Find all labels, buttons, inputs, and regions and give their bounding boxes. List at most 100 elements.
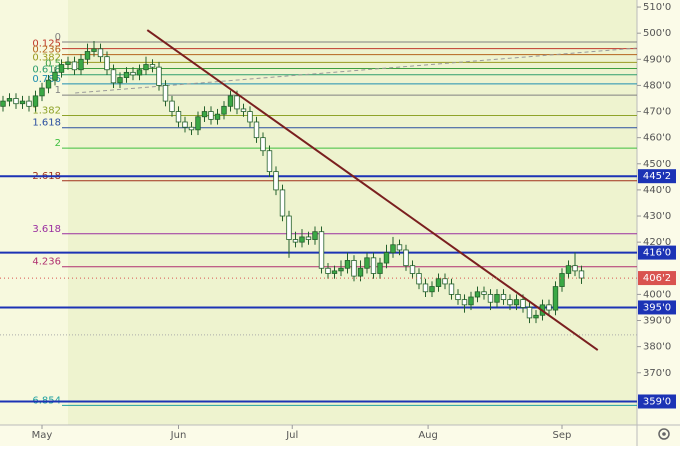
candle-body [104, 56, 110, 71]
candle-body [208, 111, 214, 120]
candle-body [500, 293, 507, 301]
price-level-tag [638, 300, 676, 315]
y-tick-label: 370'0 [643, 368, 671, 379]
fib-label: 4.236 [32, 257, 61, 268]
candle-body [533, 314, 539, 319]
candle-body [461, 299, 468, 306]
last-price-label: 406'2 [643, 273, 671, 284]
candle-body [377, 262, 383, 274]
trendline [146, 29, 599, 351]
candle-body [32, 95, 39, 107]
candle-body [123, 71, 130, 78]
candle-body [546, 304, 552, 311]
candle-body [299, 236, 305, 243]
candle-body [130, 71, 136, 76]
y-tick-label: 460'0 [643, 133, 671, 144]
candle-body [162, 85, 169, 102]
candle-body [253, 121, 260, 139]
x-tick-label: Aug [418, 430, 438, 441]
candle-body [52, 71, 58, 81]
candle-body [182, 121, 188, 128]
candle-body [552, 286, 559, 311]
dashed-line [75, 47, 637, 94]
fib-zone [68, 0, 637, 425]
candle-body [370, 257, 377, 274]
candle-body [409, 265, 416, 274]
candle-body [526, 307, 533, 319]
candle-body [396, 244, 403, 251]
candle-body [247, 111, 253, 123]
candle-body [286, 215, 292, 240]
y-tick-label: 510'0 [643, 2, 671, 13]
candle-body [65, 61, 71, 65]
candle-body [468, 296, 474, 306]
candle-body [520, 299, 526, 308]
fib-label: 0 [55, 32, 61, 43]
candle-body [227, 95, 234, 107]
price-level-label: 359'0 [643, 396, 671, 407]
y-tick-label: 430'0 [643, 211, 671, 222]
candle-body [110, 69, 117, 84]
candle-body [84, 51, 91, 60]
candle-body [149, 64, 156, 68]
candle-body [156, 66, 162, 86]
x-tick-label: Jul [285, 430, 298, 441]
y-tick-label: 480'0 [643, 80, 671, 91]
price-level-tag [638, 169, 676, 184]
settings-icon-center [662, 432, 666, 436]
candle-body [487, 293, 494, 303]
candle-body [312, 231, 318, 240]
candle-body [26, 100, 32, 107]
candle-body [136, 69, 143, 76]
last-price-tag [638, 271, 676, 286]
candle-body [292, 239, 299, 243]
candle-body [13, 98, 19, 105]
candle-body [39, 87, 45, 97]
candle-body [234, 95, 240, 110]
candle-body [364, 257, 370, 269]
fib-label: 0.382 [32, 52, 61, 63]
price-level-tag [638, 245, 676, 260]
candle-body [91, 48, 97, 52]
candle-body [117, 77, 123, 84]
candle-body [578, 270, 585, 279]
candle-body [201, 111, 208, 118]
x-tick-label: Sep [553, 430, 572, 441]
price-level-label: 416'0 [643, 248, 671, 259]
candle-body [572, 265, 578, 272]
settings-icon[interactable] [658, 428, 670, 440]
candle-body [474, 291, 481, 298]
y-tick-label: 440'0 [643, 185, 671, 196]
fib-label: 0.618 [32, 65, 61, 76]
fib-label: 0.786 [32, 74, 61, 85]
candle-body [305, 236, 312, 240]
y-tick-label: 490'0 [643, 54, 671, 65]
x-tick-label: Jun [170, 430, 187, 441]
candle-body [513, 299, 520, 306]
candle-body [273, 171, 279, 191]
candle-body [357, 267, 364, 277]
price-level-label: 445'2 [643, 171, 671, 182]
candle-body [169, 100, 175, 112]
candle-body [565, 265, 572, 274]
fib-label: 0.5 [45, 58, 61, 69]
candle-body [266, 150, 273, 173]
fib-label: 1 [55, 85, 61, 96]
candle-body [175, 111, 182, 123]
x-tick-label: May [32, 430, 53, 441]
candle-body [390, 244, 396, 253]
candle-body [195, 116, 201, 131]
candle-body [19, 100, 26, 105]
fib-label: 0.236 [32, 45, 61, 56]
candle-body [188, 126, 195, 131]
y-tick-label: 420'0 [643, 237, 671, 248]
candle-body [383, 252, 390, 264]
y-tick-label: 390'0 [643, 316, 671, 327]
y-tick-label: 380'0 [643, 342, 671, 353]
candle-body [403, 249, 409, 267]
candle-body [45, 79, 52, 89]
fib-label: 3.618 [32, 224, 61, 235]
candle-body [416, 273, 422, 285]
